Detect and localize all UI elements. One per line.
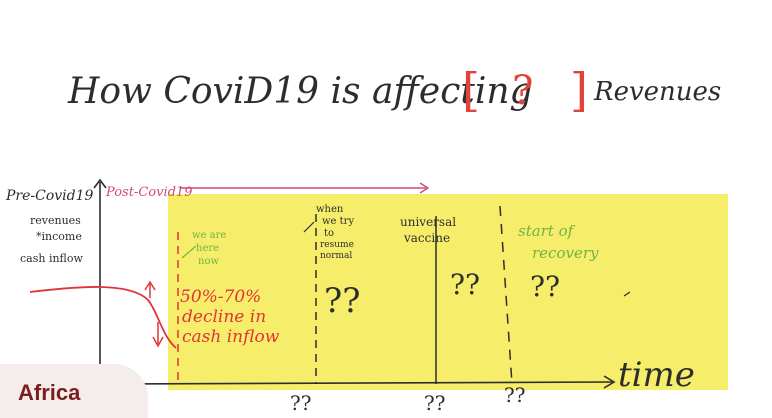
title-unknown: ? [512, 68, 533, 114]
revenue-curve [29, 286, 177, 349]
resume-label-3: to [324, 228, 334, 239]
now-label-2: here [196, 243, 219, 254]
vaccine-label-2: vaccine [403, 231, 450, 245]
vaccine-label-1: universal [400, 215, 456, 229]
post-covid-highlight [168, 194, 728, 390]
resume-unknown: ?? [324, 281, 360, 321]
title-open-bracket: [ [462, 63, 480, 117]
recovery-label-1: start of [518, 222, 576, 240]
region-badge: Africa [0, 364, 148, 418]
post-covid-label: Post-Covid19 [105, 185, 192, 200]
x-axis-label: time [618, 355, 695, 395]
now-label-1: we are [192, 230, 226, 241]
decline-text-3: cash inflow [182, 327, 280, 347]
title-prefix: How CoviD19 is affecting [67, 71, 533, 112]
below-unknown-2: ?? [424, 391, 445, 415]
resume-pointer [303, 221, 315, 233]
pre-covid-label: Pre-Covid19 [5, 188, 94, 204]
decline-text-1: 50%-70% [180, 287, 261, 307]
now-pointer [181, 245, 197, 259]
recovery-unknown: ?? [530, 270, 560, 303]
title-close-bracket: ] [570, 63, 588, 117]
recovery-label-2: recovery [532, 244, 599, 262]
resume-label-2: we try [322, 216, 354, 227]
y-axis-arrowhead [93, 178, 107, 189]
resume-label-5: normal [320, 251, 352, 261]
vaccine-unknown: ?? [450, 268, 480, 301]
x-axis-arrowhead [603, 375, 616, 389]
below-unknown-3: ?? [504, 383, 525, 407]
small-tick [623, 291, 631, 297]
y-label-line-3: cash inflow [20, 252, 84, 265]
post-covid-arrowhead [419, 182, 430, 194]
title-suffix: Revenues [593, 77, 721, 107]
resume-label-1: when [316, 204, 344, 215]
decline-arrow-up-head [144, 280, 156, 291]
x-axis [99, 381, 613, 385]
decline-arrow-down-head [152, 336, 164, 348]
region-badge-label: Africa [18, 380, 81, 405]
y-label-line-1: revenues [30, 214, 81, 227]
below-unknown-1: ?? [290, 391, 311, 415]
y-label-line-2: *income [36, 230, 82, 243]
recovery-line [499, 205, 513, 385]
decline-text-2: decline in [182, 307, 266, 327]
now-label-3: now [198, 256, 219, 267]
resume-label-4: resume [320, 240, 354, 250]
